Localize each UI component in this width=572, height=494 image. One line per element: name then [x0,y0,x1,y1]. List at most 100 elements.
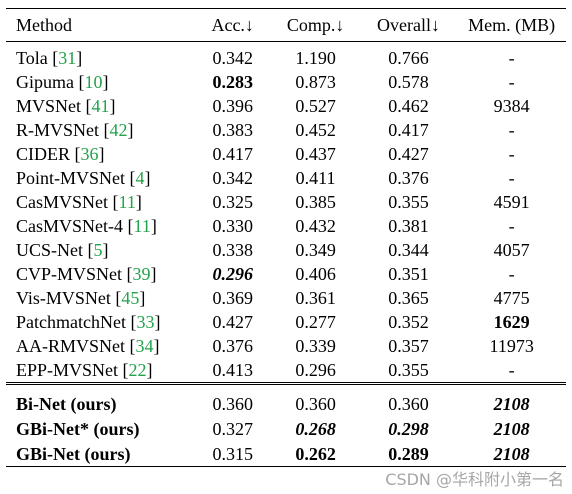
method-cell: GBi-Net (ours) [6,441,194,467]
method-cell: CVP-MVSNet [39] [6,262,194,286]
header-acc: Acc.↓ [193,8,272,42]
table-row: MVSNet [41] 0.396 0.527 0.462 9384 [6,94,566,118]
comp-cell: 0.406 [295,264,336,284]
mem-cell: 2108 [457,382,566,416]
method-name: R-MVSNet [16,120,100,140]
citation-number: 42 [109,120,128,140]
comp-cell: 0.360 [271,382,360,416]
citation-number: 45 [121,288,140,308]
overall-cell: 0.355 [388,360,429,380]
acc-cell: 0.360 [193,382,272,416]
method-cell: AA-RMVSNet [34] [6,334,194,358]
mem-cell: - [508,360,515,380]
comp-cell: 0.527 [295,96,336,116]
citation-link[interactable]: [22] [122,360,153,380]
method-name: CasMVSNet-4 [16,216,123,236]
citation-link[interactable]: [5] [87,240,109,260]
overall-cell: 0.344 [388,240,429,260]
citation-link[interactable]: [41] [85,96,116,116]
citation-number: 10 [84,72,103,92]
comp-cell: 0.385 [295,192,336,212]
table-row: CIDER [36] 0.417 0.437 0.427 - [6,142,566,166]
citation-link[interactable]: [11] [112,192,142,212]
citation-link[interactable]: [31] [52,48,83,68]
acc-cell: 0.417 [212,144,253,164]
acc-cell: 0.396 [212,96,253,116]
mem-cell: - [508,216,515,236]
table-row: PatchmatchNet [33] 0.427 0.277 0.352 162… [6,310,566,334]
header-comp: Comp.↓ [271,8,360,42]
citation-number: 11 [118,192,136,212]
acc-cell: 0.296 [212,264,253,284]
overall-cell: 0.376 [388,168,429,188]
citation-number: 22 [128,360,147,380]
method-name: CVP-MVSNet [16,264,123,284]
comp-cell: 0.339 [295,336,336,356]
comp-cell: 0.262 [271,441,360,467]
comp-cell: 0.452 [295,120,336,140]
acc-cell: 0.327 [212,418,253,439]
header-mem: Mem. (MB) [457,8,566,42]
overall-cell: 0.352 [388,312,429,332]
mem-cell: 9384 [493,96,530,116]
acc-cell: 0.342 [212,168,253,188]
overall-cell: 0.298 [388,418,429,439]
citation-link[interactable]: [33] [130,312,161,332]
mem-cell: - [508,144,515,164]
table-row: GBi-Net* (ours) 0.327 0.268 0.298 2108 [6,416,566,441]
citation-link[interactable]: [10] [78,72,109,92]
comp-cell: 0.268 [295,418,336,439]
overall-cell: 0.357 [388,336,429,356]
table-row: Vis-MVSNet [45] 0.369 0.361 0.365 4775 [6,286,566,310]
acc-cell: 0.315 [193,441,272,467]
citation-number: 31 [58,48,77,68]
mem-cell: 4057 [493,240,530,260]
acc-cell: 0.369 [212,288,253,308]
method-cell: Bi-Net (ours) [6,382,194,416]
overall-cell: 0.417 [388,120,429,140]
mem-cell: - [508,264,515,284]
acc-cell: 0.413 [212,360,253,380]
table-row: Tola [31] 0.342 1.190 0.766 - [6,42,566,71]
citation-link[interactable]: [36] [74,144,105,164]
citation-link[interactable]: [39] [126,264,157,284]
header-overall: Overall↓ [359,8,458,42]
results-table: Method Acc.↓ Comp.↓ Overall↓ Mem. (MB) T… [6,8,566,467]
method-cell: Tola [31] [6,42,194,71]
acc-cell: 0.376 [212,336,253,356]
overall-cell: 0.365 [388,288,429,308]
method-name: CIDER [16,144,70,164]
citation-link[interactable]: [45] [115,288,146,308]
comp-cell: 0.432 [295,216,336,236]
method-name: MVSNet [16,96,82,116]
ours-rows: Bi-Net (ours) 0.360 0.360 0.360 2108 GBi… [6,382,566,467]
citation-number: 11 [133,216,151,236]
method-cell: CasMVSNet-4 [11] [6,214,194,238]
comp-cell: 0.296 [295,360,336,380]
citation-link[interactable]: [42] [103,120,134,140]
acc-cell: 0.383 [212,120,253,140]
method-name: UCS-Net [16,240,83,260]
citation-link[interactable]: [4] [129,168,151,188]
comp-cell: 0.873 [295,72,336,92]
table-row: Gipuma [10] 0.283 0.873 0.578 - [6,70,566,94]
table-row: CVP-MVSNet [39] 0.296 0.406 0.351 - [6,262,566,286]
overall-cell: 0.360 [359,382,458,416]
table-row: CasMVSNet [11] 0.325 0.385 0.355 4591 [6,190,566,214]
citation-link[interactable]: [11] [127,216,157,236]
method-cell: Vis-MVSNet [45] [6,286,194,310]
method-cell: EPP-MVSNet [22] [6,358,194,384]
mem-cell: 2108 [457,441,566,467]
table-row: GBi-Net (ours) 0.315 0.262 0.289 2108 [6,441,566,467]
method-name: AA-RMVSNet [16,336,126,356]
comp-cell: 0.349 [295,240,336,260]
method-name: Vis-MVSNet [16,288,111,308]
citation-link[interactable]: [34] [129,336,160,356]
method-name: EPP-MVSNet [16,360,119,380]
acc-cell: 0.342 [212,48,253,68]
comp-cell: 1.190 [295,48,336,68]
method-cell: CasMVSNet [11] [6,190,194,214]
method-cell: GBi-Net* (ours) [16,418,140,439]
method-name: PatchmatchNet [16,312,126,332]
